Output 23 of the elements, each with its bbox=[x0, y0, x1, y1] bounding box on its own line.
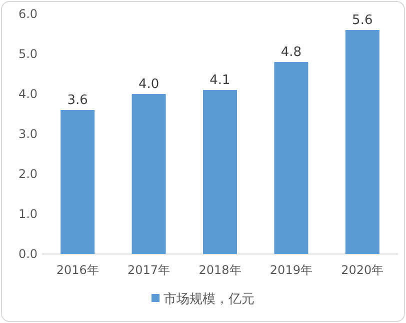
bar bbox=[132, 94, 166, 254]
x-tick-label: 2016年 bbox=[56, 263, 99, 277]
y-tick-label: 1.0 bbox=[18, 207, 38, 221]
x-tick-label: 2019年 bbox=[270, 263, 312, 277]
bar bbox=[203, 90, 237, 254]
data-label: 4.1 bbox=[210, 73, 230, 88]
y-tick-label: 5.0 bbox=[18, 47, 38, 61]
y-tick-label: 3.0 bbox=[18, 127, 38, 141]
data-label: 4.8 bbox=[280, 45, 302, 60]
x-tick-label: 2018年 bbox=[198, 263, 242, 277]
bar bbox=[345, 30, 380, 254]
data-label: 5.6 bbox=[352, 13, 373, 28]
x-tick-label: 2020年 bbox=[341, 263, 384, 277]
y-tick-label: 4.0 bbox=[18, 87, 38, 101]
y-tick-label: 2.0 bbox=[18, 167, 38, 181]
bar bbox=[274, 62, 308, 254]
data-label: 3.6 bbox=[67, 93, 88, 108]
y-tick-label: 0.0 bbox=[18, 247, 38, 261]
y-tick-label: 6.0 bbox=[18, 7, 38, 21]
x-tick-label: 2017年 bbox=[128, 263, 170, 277]
bar bbox=[60, 110, 95, 254]
data-label: 4.0 bbox=[138, 77, 160, 92]
legend-label: 市场规模，亿元 bbox=[164, 292, 254, 307]
